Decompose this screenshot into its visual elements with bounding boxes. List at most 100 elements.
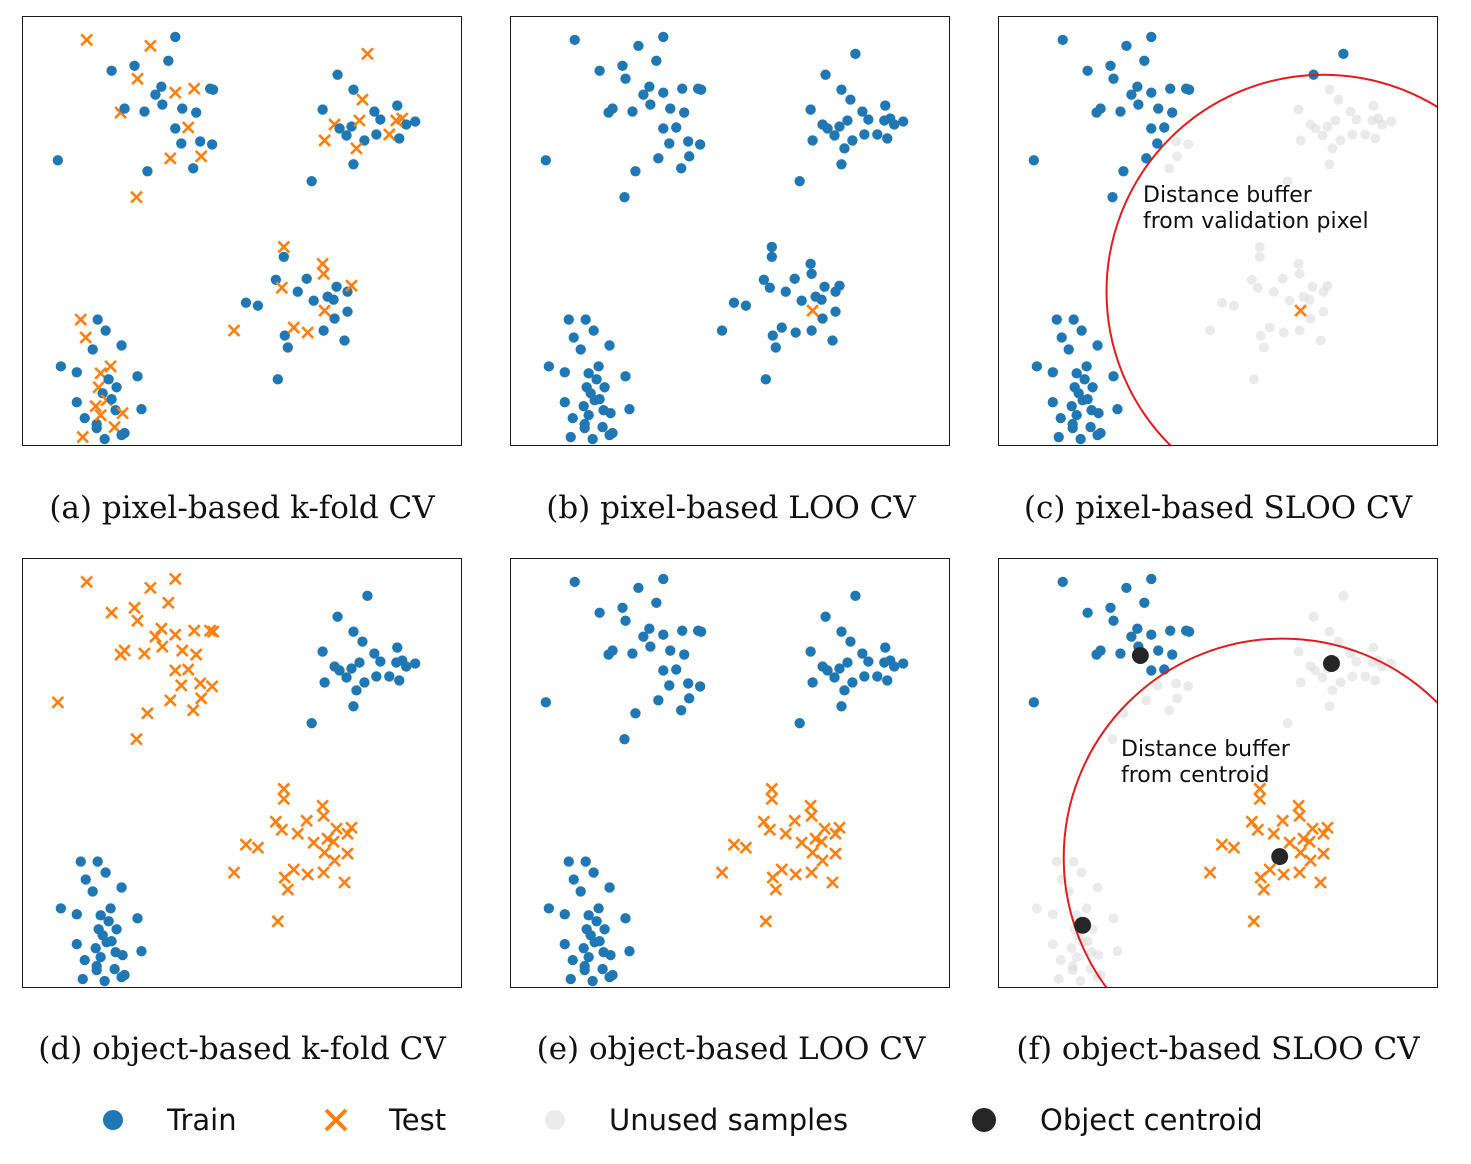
- train-point: [270, 274, 282, 285]
- legend-label-unused: Unused samples: [609, 1103, 849, 1137]
- train-point: [1153, 645, 1164, 656]
- train-point: [1153, 103, 1164, 114]
- train-point: [331, 281, 342, 292]
- test-point: [1263, 863, 1277, 876]
- train-point: [620, 615, 631, 626]
- test-point: [301, 868, 315, 881]
- unused-point: [1310, 665, 1321, 676]
- train-point: [679, 107, 690, 118]
- train-point: [1068, 314, 1079, 325]
- train-point: [1105, 60, 1116, 71]
- train-point: [834, 663, 845, 674]
- train-point: [587, 433, 598, 445]
- train-point: [1092, 429, 1103, 441]
- unused-point: [1093, 950, 1104, 961]
- test-point: [806, 304, 820, 318]
- test-point: [789, 868, 803, 881]
- train-point: [156, 81, 167, 92]
- unused-point: [1335, 677, 1346, 688]
- plot-c: [1028, 31, 1437, 445]
- train-point: [575, 344, 586, 355]
- train-point: [1167, 649, 1178, 660]
- train-point: [651, 597, 662, 608]
- train-point: [91, 422, 102, 434]
- unused-point: [1307, 281, 1318, 292]
- test-point: [154, 622, 168, 636]
- test-point: [186, 703, 200, 717]
- test-point: [1294, 846, 1308, 860]
- train-point: [1066, 401, 1077, 412]
- train-point: [369, 106, 380, 117]
- train-point: [1121, 582, 1132, 594]
- train-point: [599, 924, 610, 935]
- test-point: [203, 624, 217, 638]
- train-point: [863, 656, 874, 667]
- train-point: [341, 130, 352, 141]
- train-point: [410, 658, 421, 669]
- train-point: [644, 81, 655, 92]
- train-point: [170, 123, 181, 134]
- test-point: [189, 648, 203, 661]
- unused-point: [1051, 856, 1062, 867]
- test-point: [775, 863, 789, 876]
- unused-point: [1282, 718, 1293, 729]
- train-point: [671, 664, 682, 675]
- train-point: [817, 313, 828, 324]
- train-point: [92, 314, 103, 325]
- train-point: [129, 60, 140, 71]
- test-point: [187, 82, 201, 96]
- train-point: [282, 342, 293, 353]
- test-point: [194, 691, 208, 705]
- train-point: [604, 429, 615, 441]
- test-point: [739, 841, 753, 855]
- train-point: [605, 949, 616, 961]
- train-point: [240, 297, 252, 308]
- train-point: [111, 924, 122, 935]
- train-point: [594, 65, 605, 76]
- train-point: [559, 909, 570, 920]
- train-point: [568, 874, 579, 885]
- plot-f: [1028, 573, 1437, 987]
- test-point: [382, 128, 396, 141]
- train-point: [664, 138, 675, 149]
- train-point: [1108, 615, 1119, 626]
- test-point: [168, 572, 182, 586]
- train-point: [850, 590, 861, 602]
- train-point: [1146, 123, 1157, 134]
- train-point: [569, 576, 580, 588]
- train-point: [578, 401, 589, 412]
- unused-point: [1092, 882, 1103, 893]
- train-point: [694, 681, 706, 692]
- train-point: [807, 135, 818, 146]
- train-point: [819, 281, 830, 292]
- legend-item-unused: Unused samples: [535, 1095, 848, 1145]
- train-point: [847, 135, 858, 146]
- train-point: [139, 106, 150, 117]
- caption-d: (d) object-based k-fold CV: [38, 1031, 446, 1067]
- unused-point: [1172, 151, 1183, 162]
- test-point: [788, 814, 802, 828]
- train-point: [75, 856, 86, 867]
- train-point: [332, 611, 343, 622]
- train-point: [850, 48, 861, 60]
- test-point: [227, 866, 241, 879]
- train-point: [1105, 602, 1116, 613]
- train-point: [132, 913, 143, 924]
- train-point: [342, 286, 353, 297]
- unused-point: [1082, 936, 1093, 947]
- test-point: [1317, 847, 1330, 861]
- legend-label-train: Train: [167, 1103, 237, 1137]
- train-point: [857, 106, 868, 117]
- train-point: [106, 936, 117, 947]
- train-point: [1146, 665, 1157, 676]
- train-point: [1115, 648, 1126, 659]
- train-point: [583, 951, 594, 963]
- test-point: [795, 836, 809, 850]
- train-point: [1180, 83, 1192, 94]
- train-point: [116, 429, 127, 441]
- train-point: [71, 367, 82, 378]
- train-point: [77, 973, 88, 985]
- train-point: [348, 84, 359, 95]
- train-point: [204, 83, 216, 94]
- train-point: [371, 129, 382, 140]
